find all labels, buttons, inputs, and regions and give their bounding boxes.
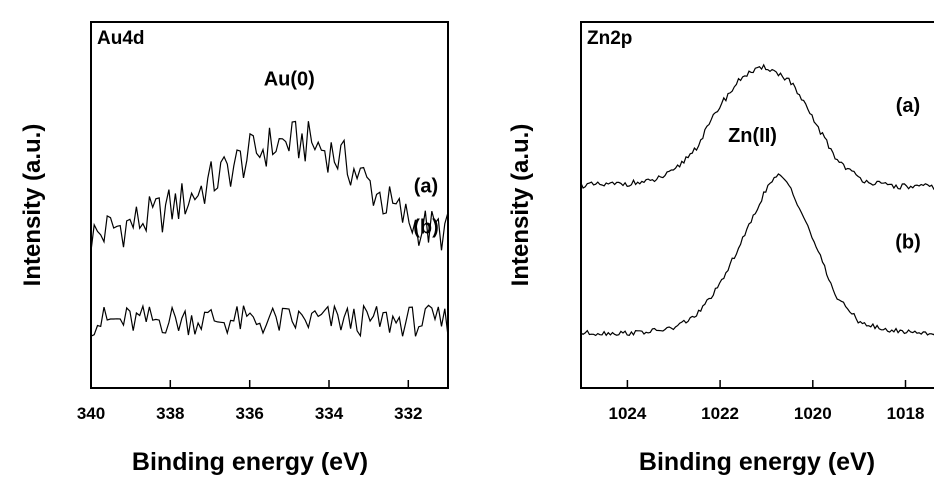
series-line-b (90, 303, 449, 338)
x-tick-label: 1022 (701, 404, 739, 423)
zn2p-panel: Zn2p Intensity (a.u.) Binding energy (eV… (507, 21, 934, 476)
x-tick-label: 1018 (887, 404, 925, 423)
y-axis-label: Intensity (a.u.) (19, 124, 46, 287)
series-label-a: (a) (896, 95, 920, 117)
x-tick-label: 1024 (608, 404, 646, 423)
panel-label: Zn2p (587, 28, 632, 49)
x-tick-label: 338 (156, 404, 184, 423)
series-line-a (580, 63, 934, 191)
series-line-a (90, 120, 449, 252)
series-label-b: (b) (413, 217, 439, 239)
x-tick-label: 332 (394, 404, 422, 423)
panel-label: Au4d (97, 28, 145, 49)
au4d-panel: Au4d Intensity (a.u.) Binding energy (eV… (19, 21, 449, 476)
x-axis-label: Binding energy (eV) (639, 448, 875, 476)
plot-frame (90, 21, 449, 389)
plot-frame (580, 21, 934, 389)
y-axis-label: Intensity (a.u.) (507, 124, 534, 287)
series-line-b (580, 173, 934, 337)
x-tick-label: 334 (315, 404, 344, 423)
series-label-a: (a) (414, 175, 438, 197)
x-tick-label: 336 (236, 404, 264, 423)
x-tick-label: 1020 (794, 404, 832, 423)
peak-annotation: Zn(II) (728, 125, 777, 147)
x-axis-label: Binding energy (eV) (132, 448, 368, 476)
series-label-b: (b) (895, 231, 921, 253)
x-tick-label: 340 (77, 404, 105, 423)
peak-annotation: Au(0) (264, 69, 315, 91)
